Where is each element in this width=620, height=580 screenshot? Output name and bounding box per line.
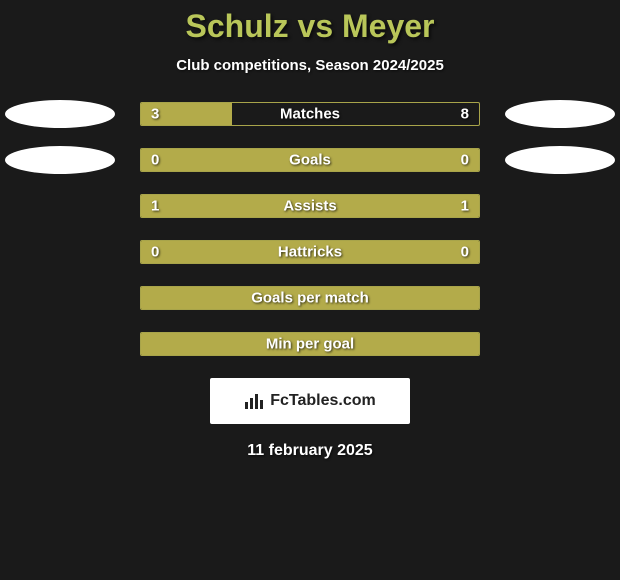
chart-icon [244,392,264,410]
stat-value-right: 8 [461,106,469,123]
branding-badge: FcTables.com [210,378,410,424]
comparison-container: Schulz vs Meyer Club competitions, Seaso… [0,0,620,460]
stat-row: 3 Matches 8 [0,102,620,126]
stat-bar: 0 Goals 0 [140,148,480,172]
player-ellipse-left [5,100,115,128]
player-ellipse-right [505,146,615,174]
stat-row: Goals per match [0,286,620,310]
stat-value-left: 0 [151,152,159,169]
stat-label: Goals [289,152,331,169]
stats-area: 3 Matches 8 0 Goals 0 1 Assists 1 0 Hattricks 0 Goal… [0,102,620,356]
stat-value-left: 1 [151,198,159,215]
date-text: 11 february 2025 [0,442,620,460]
stat-row: 1 Assists 1 [0,194,620,218]
player-ellipse-left [5,146,115,174]
stat-bar: Min per goal [140,332,480,356]
stat-row: 0 Goals 0 [0,148,620,172]
stat-value-left: 0 [151,244,159,261]
stat-bar: 3 Matches 8 [140,102,480,126]
stat-value-right: 0 [461,244,469,261]
stat-bar: 1 Assists 1 [140,194,480,218]
stat-value-right: 0 [461,152,469,169]
player-ellipse-right [505,100,615,128]
stat-bar: 0 Hattricks 0 [140,240,480,264]
branding-text: FcTables.com [270,392,376,410]
page-subtitle: Club competitions, Season 2024/2025 [0,57,620,74]
stat-row: Min per goal [0,332,620,356]
stat-bar: Goals per match [140,286,480,310]
stat-label: Assists [283,198,336,215]
stat-row: 0 Hattricks 0 [0,240,620,264]
stat-value-right: 1 [461,198,469,215]
stat-value-left: 3 [151,106,159,123]
stat-label: Min per goal [266,336,354,353]
stat-label: Goals per match [251,290,369,307]
stat-label: Matches [280,106,340,123]
stat-label: Hattricks [278,244,342,261]
page-title: Schulz vs Meyer [0,8,620,45]
